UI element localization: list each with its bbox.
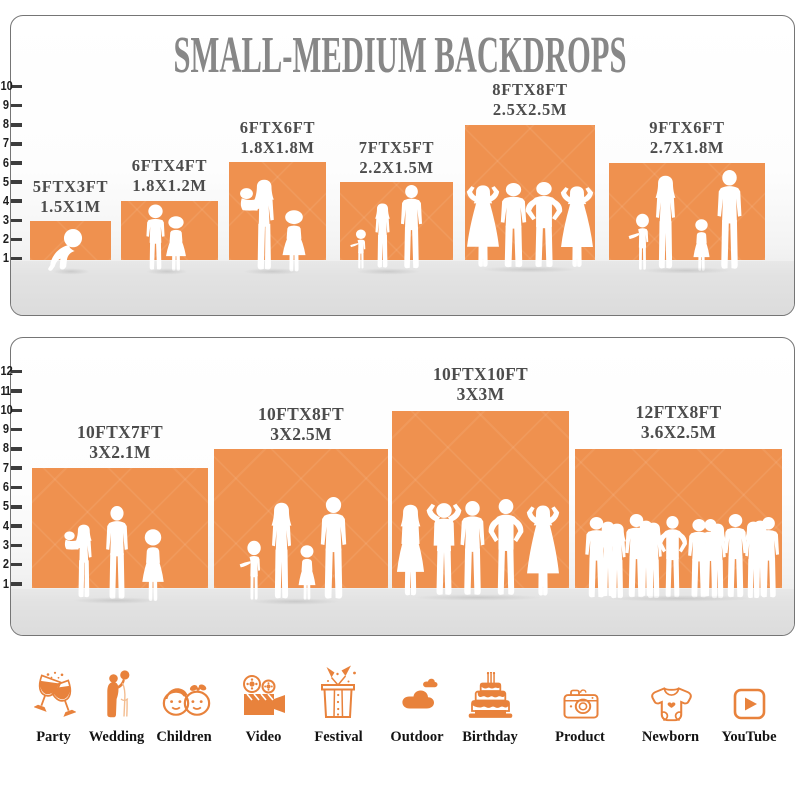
- svg-text:SMALL-MEDIUM BACKDROPS: SMALL-MEDIUM BACKDROPS: [174, 33, 627, 79]
